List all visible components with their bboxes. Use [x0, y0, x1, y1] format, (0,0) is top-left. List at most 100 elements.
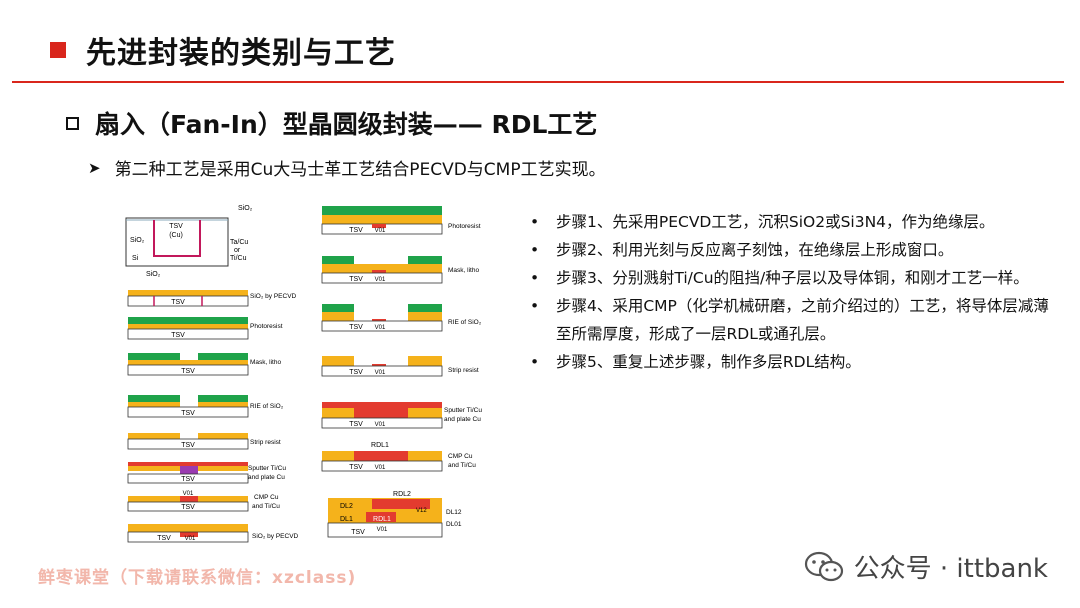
- left-step-7: V01 TSV CMP Cu and Ti/Cu: [127, 491, 280, 512]
- right-step-1-label: Photoresist: [448, 223, 481, 230]
- left-step-2-label: Photoresist: [250, 323, 283, 330]
- step-text: 步骤2、利用光刻与反应离子刻蚀，在绝缘层上形成窗口。: [556, 241, 954, 259]
- left-step-6-label-a: Sputter Ti/Cu: [248, 465, 286, 472]
- list-item: • 步骤5、重复上述步骤，制作多层RDL结构。: [528, 348, 1064, 376]
- bullet-dot-icon: •: [530, 213, 540, 231]
- v01-label: V01: [375, 422, 386, 428]
- multilayer-rdl-stack: RDL2 DL2 DL1 RDL1 V12 TSV V01 DL12 DL01: [327, 491, 462, 538]
- tsv-label: TSV: [349, 227, 363, 234]
- rdl1-label: RDL1: [371, 442, 389, 449]
- step-text: 步骤4、采用CMP（化学机械研磨，之前介绍过的）工艺，将导体层减薄至所需厚度，形…: [556, 297, 1049, 343]
- v01-label: V01: [375, 325, 386, 331]
- left-step-3-label: Mask, litho: [250, 359, 281, 366]
- label-si: Si: [132, 255, 139, 262]
- process-steps-list: • 步骤1、先采用PECVD工艺，沉积SiO2或Si3N4，作为绝缘层。 • 步骤2…: [528, 208, 1064, 376]
- right-step-5-label-b: and plate Cu: [444, 416, 481, 423]
- v01-label: V01: [375, 465, 386, 471]
- right-step-5-label-a: Sputter Ti/Cu: [444, 407, 482, 414]
- right-step-5: TSV V01 Sputter Ti/Cu and plate Cu: [321, 402, 482, 429]
- dl2-label: DL2: [340, 503, 353, 510]
- v12-label: V12: [416, 508, 427, 514]
- v01-label: V01: [377, 527, 388, 533]
- left-step-8: TSV V01 SiO₂ by PECVD: [127, 524, 299, 543]
- right-step-2-label: Mask, litho: [448, 267, 479, 274]
- right-step-4: TSV V01 Strip resist: [321, 356, 479, 377]
- arrow-bullet-icon: ➤: [88, 158, 101, 177]
- left-step-1-label: SiO₂ by PECVD: [250, 293, 297, 300]
- rdl-process-diagram: SiO₂ TSV (Cu) SiO₂ Si Ta/Cu or Ti/Cu SiO…: [125, 205, 482, 543]
- dl1-label: DL1: [340, 516, 353, 523]
- right-step-6-label-b: and Ti/Cu: [448, 462, 476, 469]
- left-step-7-label-b: and Ti/Cu: [252, 503, 280, 510]
- v01-label: V01: [183, 491, 194, 497]
- tsv-label: TSV: [349, 324, 363, 331]
- right-step-2: TSV V01 Mask, litho: [321, 256, 479, 284]
- label-sio2-top: SiO₂: [238, 205, 253, 212]
- label-tsv-top: TSV: [169, 223, 183, 230]
- tsv-label: TSV: [181, 410, 195, 417]
- v01-label: V01: [375, 228, 386, 234]
- tsv-cross-section: SiO₂ TSV (Cu) SiO₂ Si Ta/Cu or Ti/Cu SiO…: [125, 205, 253, 278]
- label-sio2-bottom: SiO₂: [146, 271, 161, 278]
- label-ticu: Ti/Cu: [230, 255, 247, 262]
- label-or: or: [234, 247, 241, 254]
- rdl1-stack-label: RDL1: [373, 516, 391, 523]
- left-step-5: TSV Strip resist: [127, 433, 281, 450]
- bullet-dot-icon: •: [530, 269, 540, 287]
- tsv-label: TSV: [181, 442, 195, 449]
- process-note: ➤ 第二种工艺是采用Cu大马士革工艺结合PECVD与CMP工艺实现。: [88, 155, 606, 181]
- left-step-1: TSV SiO₂ by PECVD: [127, 290, 297, 307]
- left-step-7-label-a: CMP Cu: [254, 494, 279, 501]
- right-step-3-label: RIE of SiO₂: [448, 319, 482, 326]
- hollow-square-bullet-icon: [66, 116, 79, 130]
- right-step-6: RDL1 TSV V01 CMP Cu and Ti/Cu: [321, 442, 476, 472]
- title-divider: [12, 81, 1064, 83]
- label-tacu: Ta/Cu: [230, 239, 248, 246]
- step-text: 步骤5、重复上述步骤，制作多层RDL结构。: [556, 353, 861, 371]
- process-note-text: 第二种工艺是采用Cu大马士革工艺结合PECVD与CMP工艺实现。: [114, 160, 606, 180]
- v01-label: V01: [375, 370, 386, 376]
- tsv-label: TSV: [349, 464, 363, 471]
- title-marker: [50, 42, 66, 58]
- wechat-icon: [804, 551, 843, 581]
- left-step-4-label: RIE of SiO₂: [250, 403, 284, 410]
- list-item: • 步骤1、先采用PECVD工艺，沉积SiO2或Si3N4，作为绝缘层。: [528, 208, 1064, 236]
- left-step-column: TSV SiO₂ by PECVD TSV Photoresist TSV Ma…: [127, 290, 299, 543]
- dl12-label: DL12: [446, 509, 462, 516]
- dl01-label: DL01: [446, 521, 462, 528]
- tsv-label: TSV: [157, 535, 171, 542]
- tsv-label: TSV: [171, 299, 185, 306]
- right-step-4-label: Strip resist: [448, 367, 479, 374]
- tsv-label: TSV: [171, 332, 185, 339]
- tsv-label: TSV: [349, 421, 363, 428]
- tsv-label: TSV: [351, 529, 365, 536]
- tsv-label: TSV: [181, 504, 195, 511]
- left-step-3: TSV Mask, litho: [127, 353, 281, 376]
- slide-title: 先进封装的类别与工艺: [86, 36, 396, 71]
- watermark: 鲜枣课堂（下载请联系微信：xzclass): [38, 568, 357, 588]
- left-step-6: TSV Sputter Ti/Cu and plate Cu: [127, 462, 286, 484]
- bullet-dot-icon: •: [530, 297, 540, 315]
- wechat-badge: 公众号 · ittbank: [804, 548, 1048, 585]
- right-step-column: TSV V01 Photoresist TSV V01 Mask, litho …: [321, 206, 482, 538]
- section-heading-text: 扇入（Fan-In）型晶圆级封装—— RDL工艺: [95, 110, 598, 139]
- left-step-5-label: Strip resist: [250, 439, 281, 446]
- left-step-4: TSV RIE of SiO₂: [127, 395, 284, 418]
- tsv-label: TSV: [181, 368, 195, 375]
- rdl2-label: RDL2: [393, 491, 411, 498]
- v01-label: V01: [185, 536, 196, 542]
- left-step-6-label-b: and plate Cu: [248, 474, 285, 481]
- bullet-dot-icon: •: [530, 353, 540, 371]
- section-heading: 扇入（Fan-In）型晶圆级封装—— RDL工艺: [66, 105, 597, 141]
- tsv-label: TSV: [349, 276, 363, 283]
- slide-header: 先进封装的类别与工艺: [50, 30, 396, 71]
- step-text: 步骤1、先采用PECVD工艺，沉积SiO2或Si3N4，作为绝缘层。: [556, 213, 995, 231]
- right-step-3: TSV V01 RIE of SiO₂: [321, 304, 482, 332]
- v01-label: V01: [375, 277, 386, 283]
- tsv-label: TSV: [349, 369, 363, 376]
- list-item: • 步骤3、分别溅射Ti/Cu的阻挡/种子层以及导体铜，和刚才工艺一样。: [528, 264, 1064, 292]
- label-sio2-left: SiO₂: [130, 237, 145, 244]
- left-step-8-label: SiO₂ by PECVD: [252, 533, 299, 540]
- label-cu-top: (Cu): [169, 232, 183, 239]
- list-item: • 步骤2、利用光刻与反应离子刻蚀，在绝缘层上形成窗口。: [528, 236, 1064, 264]
